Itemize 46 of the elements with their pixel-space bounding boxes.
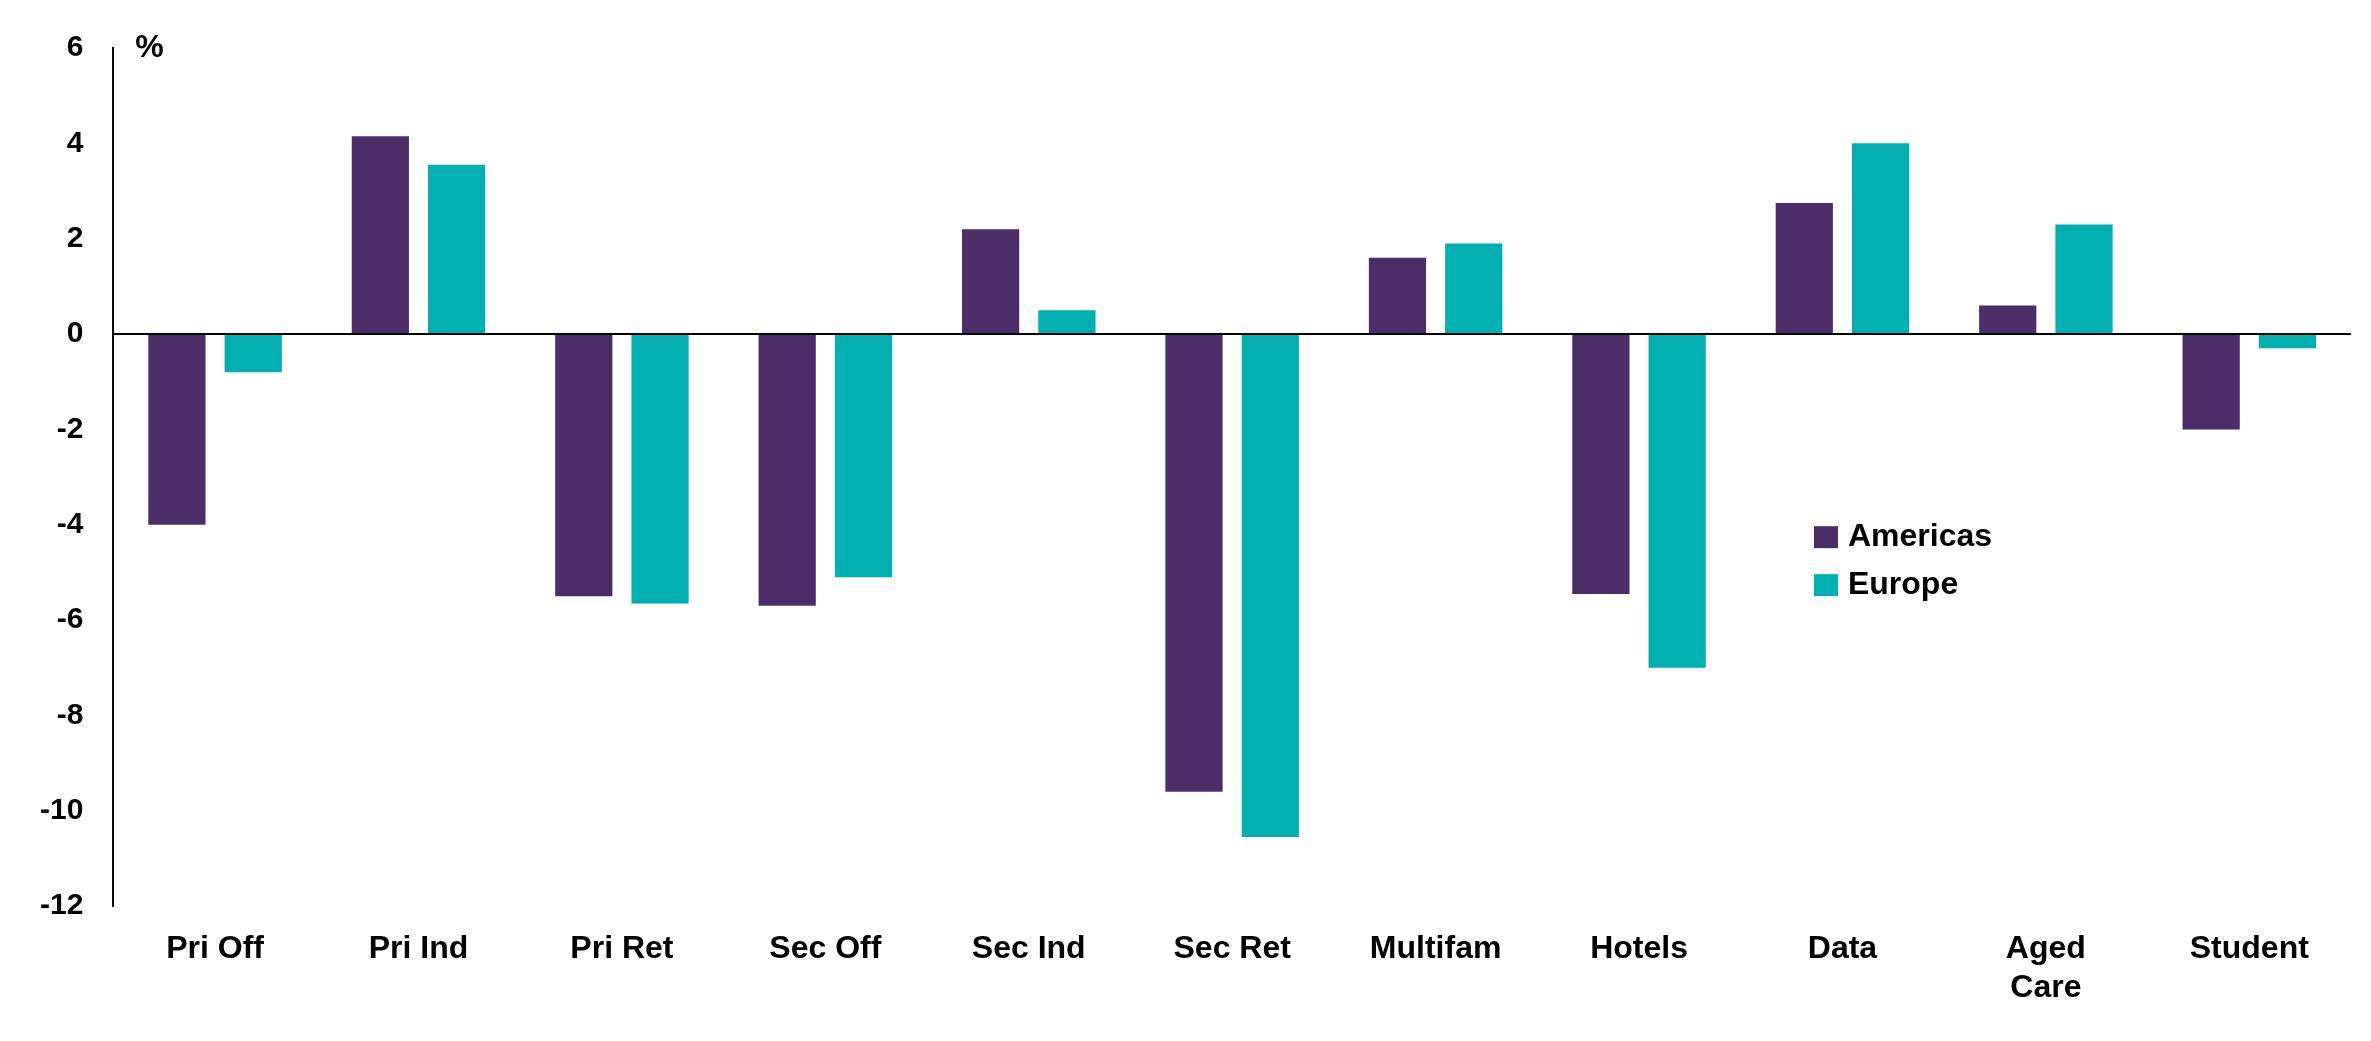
y-tick-label: -8 [56, 696, 84, 730]
y-tick-label: 0 [66, 315, 84, 349]
x-tick-label: Pri Ind [368, 929, 469, 966]
x-tick-label: Sec Ret [1173, 929, 1292, 966]
bar [1648, 334, 1706, 668]
bar [834, 334, 893, 578]
x-tick-label: Data [1807, 929, 1878, 966]
bar [1038, 310, 1096, 335]
bar [224, 334, 282, 373]
x-tick-label: Aged Care [2005, 929, 2086, 1004]
bar [1445, 243, 1503, 335]
bar [1572, 334, 1630, 594]
y-tick-label: -2 [56, 410, 84, 444]
bar [428, 164, 486, 335]
bar [758, 334, 816, 606]
x-tick-label: Student [2189, 929, 2310, 966]
y-tick-label: -12 [40, 887, 84, 921]
y-tick-label: -6 [56, 601, 84, 635]
y-tick-label: 4 [66, 124, 84, 158]
bar [1368, 257, 1427, 335]
x-tick-label: Multifam [1369, 929, 1502, 966]
y-tick-label: -10 [40, 792, 84, 826]
bar [1241, 334, 1299, 838]
bar [1775, 202, 1833, 335]
x-tick-label: Sec Ind [971, 929, 1086, 966]
bar [962, 229, 1020, 335]
x-tick-label: Hotels [1590, 929, 1688, 966]
bar [1979, 305, 2037, 335]
y-tick-label: -4 [56, 506, 84, 540]
bar [631, 334, 689, 604]
bar [555, 334, 613, 597]
y-axis-title: % [135, 27, 164, 64]
legend-label: Europe [1847, 565, 1959, 601]
x-tick-label: Sec Off [769, 929, 882, 966]
bar [351, 136, 409, 335]
bar [148, 334, 206, 525]
bar [1165, 334, 1223, 792]
bar [2182, 334, 2240, 430]
bar [2055, 224, 2113, 335]
y-tick-label: 6 [66, 29, 84, 63]
x-tick-label: Pri Ret [570, 929, 674, 966]
bar [1851, 143, 1910, 335]
legend-label: Americas [1847, 517, 1993, 553]
bar [2258, 334, 2317, 349]
x-tick-label: Pri Off [166, 929, 265, 966]
y-tick-label: 2 [66, 219, 84, 253]
